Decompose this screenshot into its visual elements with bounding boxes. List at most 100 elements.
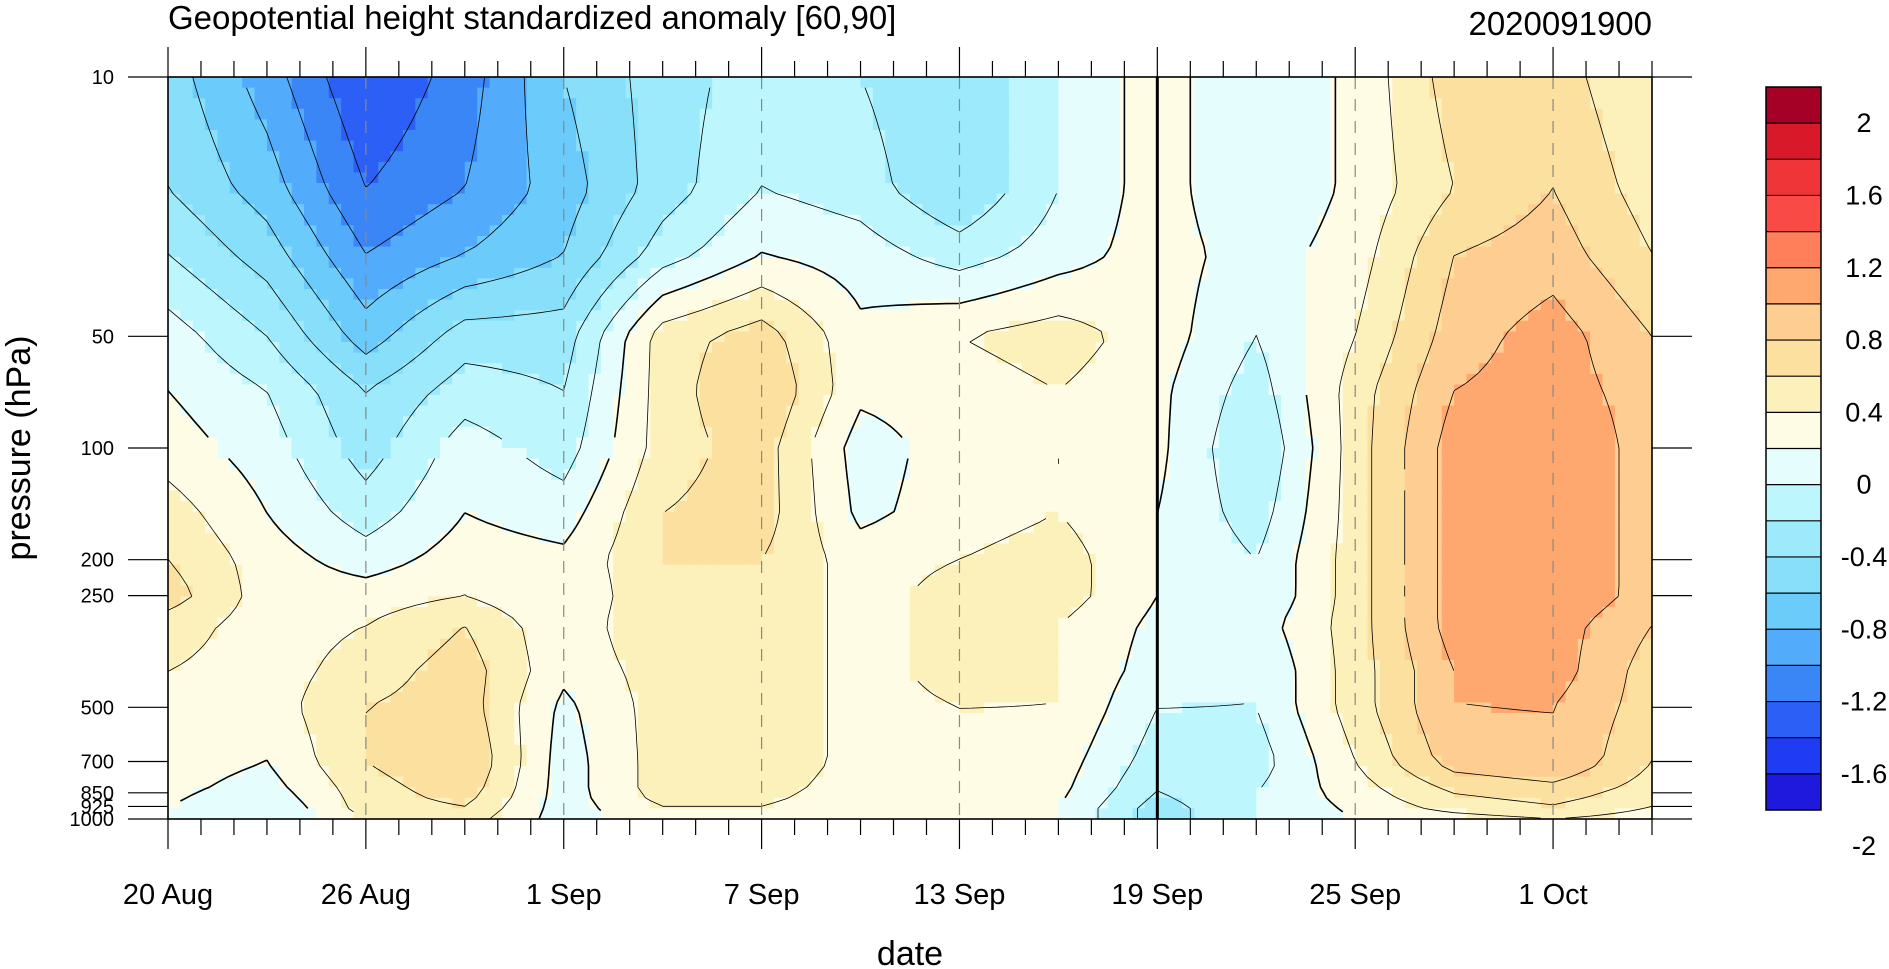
field-cell	[1033, 98, 1047, 110]
field-cell	[501, 108, 515, 120]
field-cell	[1318, 119, 1332, 131]
field-cell	[860, 193, 874, 205]
field-cell	[217, 395, 231, 407]
field-cell	[1379, 87, 1393, 99]
field-cell	[427, 501, 441, 513]
field-cell	[242, 501, 256, 513]
field-cell	[675, 320, 688, 332]
field-cell	[254, 342, 268, 354]
field-cell	[477, 310, 491, 322]
field-cell	[1318, 342, 1332, 354]
field-cell	[786, 352, 800, 364]
field-cell	[1466, 437, 1480, 449]
field-cell	[699, 108, 713, 120]
field-cell	[1256, 172, 1270, 184]
field-cell	[625, 479, 639, 491]
field-cell	[773, 479, 787, 491]
field-cell	[1540, 373, 1554, 385]
field-cell	[1503, 119, 1517, 131]
field-cell	[254, 172, 268, 184]
field-cell	[1553, 310, 1567, 322]
field-cell	[712, 257, 726, 269]
field-cell	[1194, 98, 1208, 110]
field-cell	[1281, 130, 1294, 142]
field-cell	[1355, 331, 1369, 343]
field-cell	[464, 77, 478, 89]
field-cell	[1243, 278, 1257, 290]
field-cell	[1157, 384, 1171, 396]
field-cell	[1033, 320, 1047, 332]
field-cell	[378, 108, 392, 120]
field-cell	[514, 161, 528, 173]
field-cell	[242, 151, 256, 163]
field-cell	[1231, 299, 1245, 311]
field-cell	[229, 289, 243, 301]
field-cell	[1157, 98, 1171, 110]
field-cell	[675, 172, 688, 184]
field-cell	[1206, 87, 1220, 99]
field-cell	[229, 225, 243, 237]
field-cell	[378, 214, 392, 226]
field-cell	[279, 395, 293, 407]
field-cell	[1070, 257, 1084, 269]
field-cell	[1107, 384, 1121, 396]
field-cell	[192, 193, 206, 205]
field-cell	[1503, 363, 1517, 375]
field-cell	[1243, 395, 1257, 407]
field-cell	[1070, 183, 1084, 195]
field-cell	[1515, 395, 1529, 407]
field-cell	[254, 246, 268, 258]
field-cell	[811, 426, 825, 438]
field-cell	[736, 511, 750, 523]
field-cell	[1466, 289, 1480, 301]
field-cell	[1132, 479, 1146, 491]
field-cell	[872, 172, 886, 184]
field-cell	[1206, 77, 1220, 89]
field-cell	[1330, 299, 1344, 311]
field-cell	[1342, 331, 1356, 343]
field-cell	[1305, 405, 1319, 417]
field-cell	[1639, 310, 1652, 322]
field-cell	[1392, 140, 1406, 152]
field-cell	[501, 204, 515, 216]
field-cell	[1256, 204, 1270, 216]
field-cell	[922, 501, 936, 513]
field-cell	[242, 289, 256, 301]
field-cell	[1268, 172, 1282, 184]
field-cell	[427, 320, 441, 332]
field-cell	[1033, 172, 1047, 184]
field-cell	[613, 246, 627, 258]
field-cell	[353, 236, 367, 248]
field-cell	[378, 140, 392, 152]
field-cell	[773, 384, 787, 396]
field-cell	[192, 119, 206, 131]
field-cell	[675, 98, 688, 110]
field-cell	[662, 278, 676, 290]
field-cell	[205, 246, 219, 258]
field-cell	[712, 193, 726, 205]
field-cell	[786, 289, 800, 301]
field-cell	[736, 501, 750, 513]
field-cell	[588, 405, 602, 417]
field-cell	[1503, 320, 1517, 332]
field-cell	[823, 119, 837, 131]
field-cell	[1614, 193, 1628, 205]
field-cell	[1058, 501, 1072, 513]
field-cell	[1206, 140, 1220, 152]
field-cell	[1256, 278, 1270, 290]
field-cell	[1206, 479, 1220, 491]
field-cell	[749, 267, 763, 279]
field-cell	[1392, 426, 1406, 438]
field-cell	[1243, 479, 1257, 491]
field-cell	[576, 479, 590, 491]
field-cell	[316, 87, 330, 99]
field-cell	[959, 119, 973, 131]
field-cell	[1417, 161, 1430, 173]
field-cell	[947, 416, 961, 428]
field-cell	[712, 161, 726, 173]
field-cell	[328, 479, 342, 491]
field-cell	[328, 437, 342, 449]
field-cell	[464, 331, 478, 343]
field-cell	[1627, 289, 1641, 301]
field-cell	[699, 119, 713, 131]
